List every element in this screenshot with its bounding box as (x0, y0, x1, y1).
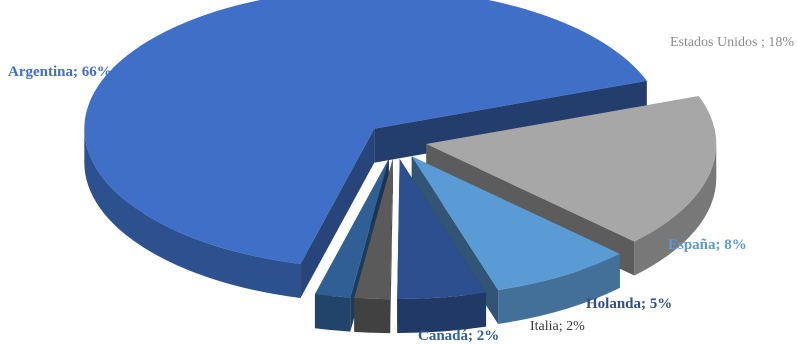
data-label-espa-a: España; 8% (668, 237, 747, 253)
pie-slices (84, 0, 717, 334)
pie-slice-holanda (397, 158, 487, 333)
pie-slice-italia (354, 159, 393, 334)
data-label-argentina: Argentina; 66% (8, 64, 112, 80)
data-label-canad-: Canadá; 2% (418, 328, 499, 344)
data-label-italia: Italia; 2% (530, 319, 585, 334)
data-label-estados-unidos: Estados Unidos ; 18% (670, 35, 794, 50)
pie-labels: Argentina; 66% Estados Unidos ; 18% España… (8, 35, 794, 344)
data-label-holanda: Holanda; 5% (586, 296, 672, 312)
